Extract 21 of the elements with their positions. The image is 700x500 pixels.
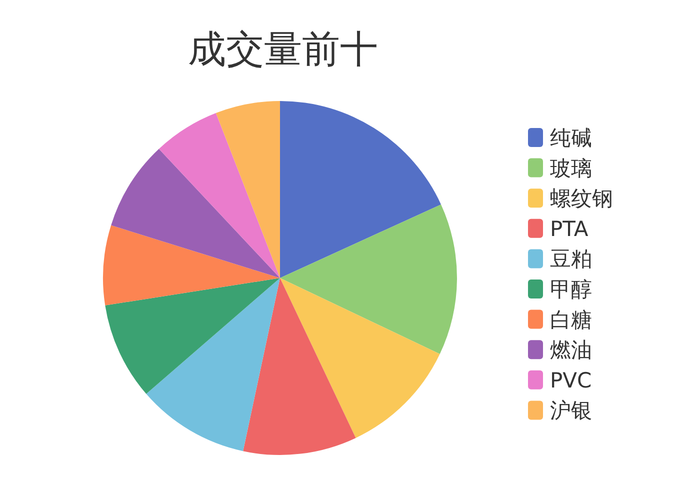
chart-title: 成交量前十 [188, 27, 378, 71]
legend-label: 白糖 [550, 308, 592, 332]
pie-slice [280, 278, 440, 438]
legend-label: 纯碱 [550, 126, 592, 150]
pie-slice [280, 101, 441, 278]
legend-label: PTA [550, 216, 589, 241]
pie-slice [103, 225, 280, 306]
pie-slice [146, 278, 280, 452]
legend-label: 沪银 [550, 398, 592, 423]
pie-slice [243, 278, 356, 455]
legend-label: 甲醇 [550, 278, 592, 302]
legend-label: 玻璃 [550, 156, 592, 180]
legend-label: 燃油 [550, 338, 592, 362]
pie-slice [216, 101, 280, 278]
pie-slice [280, 204, 457, 354]
pie-slice [111, 148, 280, 278]
legend-label: 螺纹钢 [550, 186, 613, 211]
legend-label: 豆粕 [550, 247, 592, 272]
pie-slice [158, 113, 280, 278]
pie-slice [105, 278, 280, 394]
legend-label: PVC [550, 368, 592, 392]
